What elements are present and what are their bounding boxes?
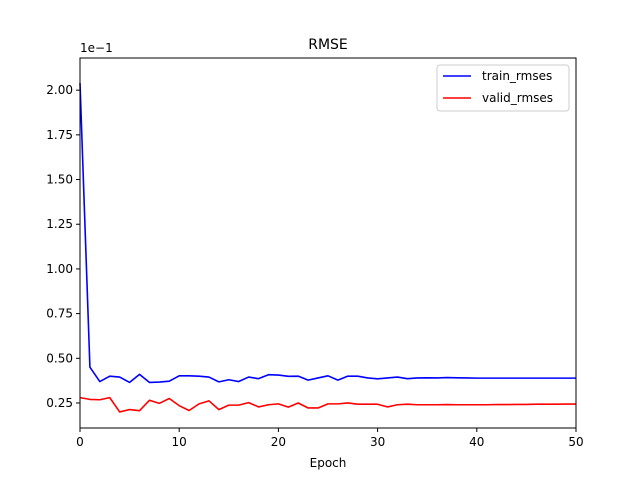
y-tick-label: 1.50	[46, 173, 73, 187]
y-tick-label: 0.25	[46, 396, 73, 410]
x-axis-label: Epoch	[310, 456, 347, 470]
x-tick-label: 30	[370, 435, 385, 449]
series-line-train-rmses	[79, 82, 576, 384]
y-tick-label: 1.75	[46, 128, 73, 142]
x-tick-label: 20	[271, 435, 286, 449]
x-tick-label: 10	[172, 435, 187, 449]
series-line-valid-rmses	[79, 396, 576, 413]
y-axis-offset-label: 1e−1	[80, 41, 113, 55]
x-tick-label: 0	[76, 435, 84, 449]
y-tick-label: 1.25	[46, 217, 73, 231]
legend: train_rmses valid_rmses	[436, 64, 570, 112]
chart-title: RMSE	[308, 37, 348, 53]
y-tick-label: 1.00	[46, 262, 73, 276]
x-tick-label: 50	[568, 435, 583, 449]
series-layer	[79, 82, 576, 413]
axis-ticks: 0 10 20 30 40 50 0.25 0.50 0.75 1.00 1.25 1.50 1.75 2…	[46, 83, 583, 449]
legend-label-valid-rmses: valid_rmses	[482, 91, 553, 105]
y-tick-label: 0.75	[46, 307, 73, 321]
legend-label-train-rmses: train_rmses	[482, 69, 552, 83]
y-tick-label: 2.00	[46, 83, 73, 97]
plot-frame	[79, 57, 577, 429]
plot-area	[80, 58, 576, 428]
x-tick-label: 40	[469, 435, 484, 449]
y-tick-label: 0.50	[46, 351, 73, 365]
